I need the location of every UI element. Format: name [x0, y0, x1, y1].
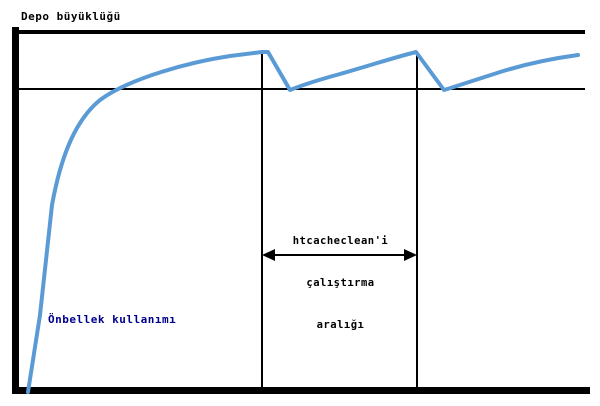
- max-cache-size-gridline: [18, 88, 585, 90]
- clean-run-2-gridline: [416, 52, 418, 389]
- clean-interval-arrow: [262, 249, 417, 261]
- clean-interval-line-1: htcacheclean'i: [292, 235, 389, 247]
- cache-usage-curve: [26, 49, 580, 394]
- cache-usage-annotation: Önbellek kullanımı: [48, 313, 177, 326]
- repo-size-limit-line: [18, 30, 585, 34]
- clean-interval-line-3: aralığı: [316, 319, 365, 331]
- x-axis: [12, 387, 590, 394]
- clean-run-1-gridline: [261, 52, 263, 389]
- y-axis-title: Depo büyüklüğü: [21, 10, 121, 23]
- clean-interval-line-2: çalıştırma: [306, 277, 375, 289]
- clean-interval-annotation: htcacheclean'i çalıştırma aralığı: [263, 206, 418, 360]
- y-axis: [12, 27, 19, 391]
